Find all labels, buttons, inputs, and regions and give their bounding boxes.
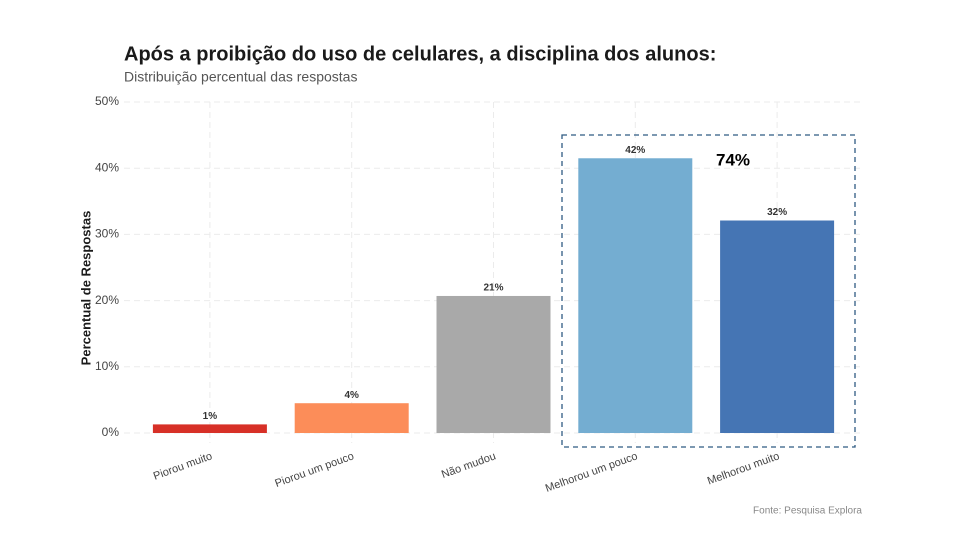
caption: Fonte: Pesquisa Explora xyxy=(753,506,862,517)
chart-title: Após a proibição do uso de celulares, a … xyxy=(124,43,716,65)
data-label: 32% xyxy=(767,207,787,218)
y-axis-label: Percentual de Respostas xyxy=(78,211,93,366)
y-tick-label: 30% xyxy=(95,227,119,241)
x-tick-label: Melhorou muito xyxy=(706,450,781,487)
bar xyxy=(436,295,551,433)
data-label: 42% xyxy=(625,145,645,156)
y-tick-label: 40% xyxy=(95,160,119,174)
y-tick-label: 20% xyxy=(95,293,119,307)
y-tick-label: 0% xyxy=(102,425,120,439)
data-label: 1% xyxy=(203,411,218,422)
bar xyxy=(294,403,409,433)
y-tick-label: 10% xyxy=(95,359,119,373)
data-label: 21% xyxy=(483,283,503,294)
y-tick-label: 50% xyxy=(95,94,119,108)
chart-subtitle: Distribuição percentual das respostas xyxy=(124,69,357,85)
bar xyxy=(720,220,835,433)
x-tick-label: Melhorou um pouco xyxy=(544,450,639,495)
annotation: 74% xyxy=(716,150,750,169)
x-tick-label: Não mudou xyxy=(440,450,498,481)
highlight-box xyxy=(561,134,856,448)
data-label: 4% xyxy=(344,390,359,401)
bar xyxy=(578,158,693,433)
bar xyxy=(152,424,267,433)
x-tick-label: Piorou um pouco xyxy=(273,450,355,490)
x-tick-label: Piorou muito xyxy=(152,450,214,482)
